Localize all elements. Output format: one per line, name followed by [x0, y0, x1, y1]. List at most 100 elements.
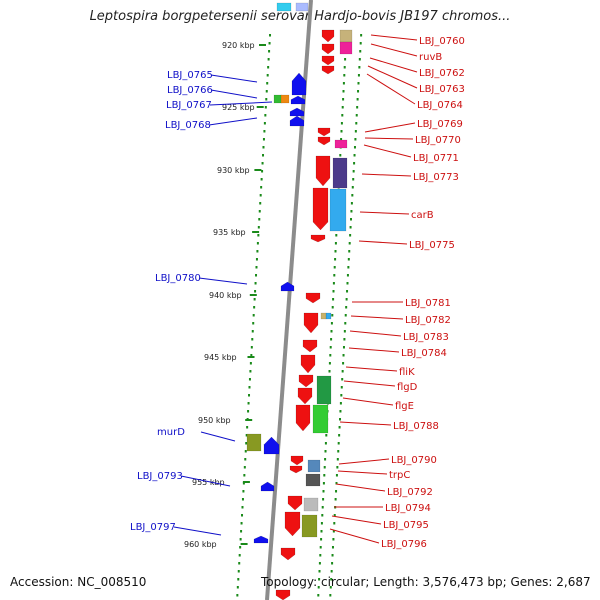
track-dot [259, 194, 262, 197]
track-dot [250, 346, 253, 349]
track-dot [254, 282, 257, 285]
left-leader-line [180, 475, 231, 487]
track-dot [268, 50, 271, 53]
reverse-gene [321, 43, 335, 55]
feature-block [334, 139, 348, 149]
track-dot [241, 498, 244, 501]
track-dot [343, 338, 346, 341]
right-leader-line [358, 240, 408, 245]
track-dot [356, 98, 359, 101]
left-gene-label: LBJ_0780 [155, 273, 201, 284]
right-leader-line [343, 380, 396, 387]
track-dot [323, 466, 326, 469]
reverse-gene [317, 127, 331, 137]
feature-block [320, 312, 327, 320]
track-dot [342, 354, 345, 357]
track-dot [245, 442, 248, 445]
right-gene-label: LBJ_0782 [405, 315, 451, 326]
track-dot [341, 114, 344, 117]
track-dot [330, 570, 333, 573]
track-dot [321, 514, 324, 517]
track-dot [334, 498, 337, 501]
track-dot [320, 538, 323, 541]
track-dot [355, 122, 358, 125]
ruler-tick-label: 940 kbp [209, 291, 242, 300]
reverse-gene [305, 292, 321, 304]
track-dot [337, 450, 340, 453]
ruler-tick-label: 945 kbp [204, 353, 237, 362]
track-dot [324, 458, 327, 461]
reverse-gene [287, 495, 303, 511]
track-dot [243, 466, 246, 469]
track-dot [342, 90, 345, 93]
track-dot [253, 306, 256, 309]
track-dot [324, 442, 327, 445]
track-dot [322, 490, 325, 493]
track-dot [338, 426, 341, 429]
track-dot [254, 290, 257, 293]
ruler-tick-label: 955 kbp [192, 478, 225, 487]
track-dot [336, 466, 339, 469]
track-dot [343, 330, 346, 333]
track-dot [331, 314, 334, 317]
track-dot [342, 98, 345, 101]
track-dot [257, 234, 260, 237]
forward-gene [289, 115, 305, 127]
track-dot [332, 282, 335, 285]
right-gene-label: LBJ_0781 [405, 298, 451, 309]
feature-block [339, 41, 353, 55]
track-dot [335, 482, 338, 485]
right-leader-line [331, 515, 382, 525]
track-dot [239, 538, 242, 541]
left-leader-line [198, 277, 248, 285]
forward-gene [291, 72, 307, 96]
track-dot [335, 474, 338, 477]
track-dot [343, 74, 346, 77]
right-gene-label: LBJ_0762 [419, 68, 465, 79]
track-dot [262, 154, 265, 157]
track-dot [244, 450, 247, 453]
right-leader-line [359, 211, 410, 215]
track-dot [267, 66, 270, 69]
ruler-tick-label: 925 kbp [222, 103, 255, 112]
track-dot [250, 354, 253, 357]
reverse-gene [295, 404, 311, 432]
left-gene-label: LBJ_0793 [137, 471, 183, 482]
right-gene-label: LBJ_0795 [383, 520, 429, 531]
track-dot [329, 586, 332, 589]
track-dot [331, 306, 334, 309]
track-dot [251, 330, 254, 333]
track-dot [268, 42, 271, 45]
forward-gene [290, 95, 306, 105]
reverse-gene [303, 312, 319, 334]
track-dot [238, 562, 241, 565]
track-dot [352, 170, 355, 173]
right-leader-line [339, 421, 392, 426]
reverse-gene [280, 547, 296, 561]
track-dot [317, 586, 320, 589]
track-dot [339, 154, 342, 157]
track-dot [346, 282, 349, 285]
track-dot [239, 546, 242, 549]
left-leader-line [173, 526, 222, 536]
track-dot [318, 570, 321, 573]
track-dot [342, 362, 345, 365]
right-gene-label: LBJ_0790 [391, 455, 437, 466]
track-dot [353, 154, 356, 157]
feature-block [276, 2, 292, 12]
track-dot [330, 338, 333, 341]
reverse-gene [284, 511, 301, 537]
track-dot [259, 202, 262, 205]
track-dot [353, 146, 356, 149]
feature-block [301, 514, 318, 538]
right-gene-label: LBJ_0775 [409, 240, 455, 251]
track-dot [339, 418, 342, 421]
track-dot [263, 130, 266, 133]
right-gene-label: LBJ_0769 [417, 119, 463, 130]
track-dot [345, 306, 348, 309]
right-leader-line [345, 366, 398, 372]
track-dot [332, 538, 335, 541]
track-dot [264, 106, 267, 109]
track-dot [329, 346, 332, 349]
right-leader-line [369, 57, 418, 73]
